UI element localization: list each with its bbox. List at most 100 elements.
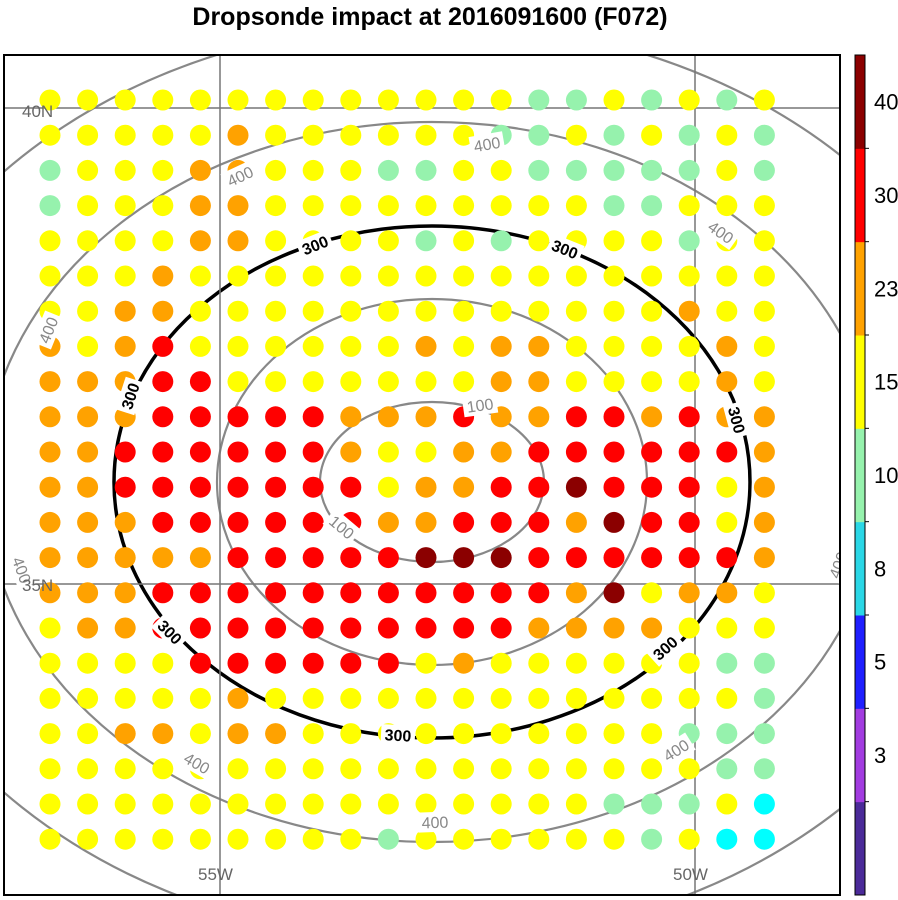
impact-dot [528,371,550,393]
colorbar-label: 30 [874,183,898,208]
impact-dot [39,159,61,181]
impact-dot [753,582,775,604]
impact-dot [528,652,550,674]
impact-dot [114,617,136,639]
impact-dot [152,335,174,357]
impact-dot [302,617,324,639]
impact-dot [227,828,249,850]
colorbar-swatch [855,521,865,616]
impact-dot [753,265,775,287]
impact-dots [39,89,775,850]
impact-dot [716,793,738,815]
lat-label-40n: 40N [22,102,53,121]
impact-dot [528,230,550,252]
impact-dot [678,159,700,181]
impact-dot [302,265,324,287]
impact-dot [152,124,174,146]
impact-dot [265,723,287,745]
impact-dot [340,687,362,709]
map-title: Dropsonde impact at 2016091600 (F072) [192,3,668,31]
impact-dot [490,476,512,498]
impact-dot [603,159,625,181]
impact-dot [528,758,550,780]
impact-dot [753,511,775,533]
impact-dot [453,582,475,604]
impact-dot [490,371,512,393]
impact-dot [716,547,738,569]
impact-dot [152,582,174,604]
impact-dot [189,89,211,111]
impact-dot [114,547,136,569]
impact-dot [415,476,437,498]
impact-dot [265,582,287,604]
impact-dot [152,723,174,745]
impact-dot [302,89,324,111]
impact-dot [152,195,174,217]
impact-dot [227,723,249,745]
impact-dot [114,723,136,745]
impact-dot [641,406,663,428]
impact-dot [227,793,249,815]
impact-dot [340,300,362,322]
impact-dot [415,723,437,745]
impact-dot [753,441,775,463]
impact-dot [265,441,287,463]
impact-dot [152,441,174,463]
impact-dot [340,617,362,639]
impact-dot [227,547,249,569]
impact-dot [302,300,324,322]
impact-dot [302,687,324,709]
impact-dot [114,335,136,357]
colorbar-label: 10 [874,463,898,488]
impact-dot [377,758,399,780]
impact-dot [753,230,775,252]
impact-dot [641,793,663,815]
impact-dot [753,371,775,393]
impact-dot [227,230,249,252]
impact-dot [716,511,738,533]
impact-dot [114,758,136,780]
impact-dot [490,617,512,639]
impact-dot [39,406,61,428]
impact-dot [528,687,550,709]
impact-dot [678,335,700,357]
impact-dot [565,511,587,533]
impact-dot [77,335,99,357]
impact-dot [189,335,211,357]
impact-dot [490,828,512,850]
impact-dot [227,124,249,146]
impact-dot [716,300,738,322]
impact-dot [415,652,437,674]
lon-label-55w: 55W [198,865,233,884]
impact-dot [265,335,287,357]
impact-dot [453,124,475,146]
impact-dot [265,230,287,252]
colorbar-swatch [855,708,865,803]
impact-dot [565,159,587,181]
impact-dot [453,195,475,217]
impact-dot [565,617,587,639]
impact-dot [39,582,61,604]
impact-dot [39,617,61,639]
impact-dot [39,687,61,709]
impact-dot [565,828,587,850]
impact-dot [189,617,211,639]
impact-dot [490,582,512,604]
impact-dot [716,652,738,674]
impact-dot [152,265,174,287]
impact-dot [77,828,99,850]
contour-label: 300 [722,400,752,440]
impact-dot [114,828,136,850]
impact-dot [377,89,399,111]
impact-dot [377,828,399,850]
impact-dot [265,828,287,850]
impact-dot [565,89,587,111]
impact-dot [340,89,362,111]
colorbar-swatch [855,55,865,149]
impact-dot [377,476,399,498]
impact-dot [641,195,663,217]
impact-dot [189,195,211,217]
impact-dot [716,265,738,287]
impact-dot [77,265,99,287]
impact-dot [603,617,625,639]
